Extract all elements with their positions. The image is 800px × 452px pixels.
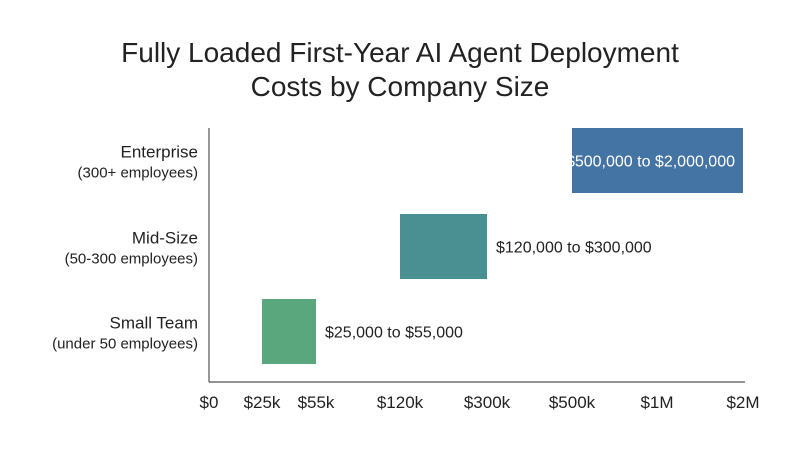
x-tick-label: $2M [726, 393, 759, 412]
x-tick-label: $25k [244, 393, 281, 412]
x-tick-label: $500k [549, 393, 596, 412]
bar-enterprise [572, 128, 743, 193]
y-category-label: Enterprise [121, 143, 198, 162]
bar-value-label: $500,000 to $2,000,000 [566, 154, 735, 171]
y-category-sublabel: (50-300 employees) [65, 251, 198, 268]
x-tick-label: $0 [200, 393, 219, 412]
x-tick-label: $55k [298, 393, 335, 412]
y-category-label: Small Team [110, 314, 199, 333]
bar-value-label: $120,000 to $300,000 [496, 240, 652, 257]
bar-small-team [262, 299, 316, 364]
bar-mid-size [400, 214, 487, 279]
x-tick-label: $120k [377, 393, 424, 412]
y-category-label: Mid-Size [132, 229, 198, 248]
bar-value-label: $25,000 to $55,000 [325, 325, 463, 342]
chart-title-line-2: Costs by Company Size [251, 71, 550, 102]
y-category-sublabel: (300+ employees) [78, 165, 198, 182]
chart-title-line-1: Fully Loaded First-Year AI Agent Deploym… [121, 37, 679, 68]
y-category-sublabel: (under 50 employees) [52, 336, 198, 353]
x-tick-label: $1M [640, 393, 673, 412]
x-tick-label: $300k [464, 393, 511, 412]
